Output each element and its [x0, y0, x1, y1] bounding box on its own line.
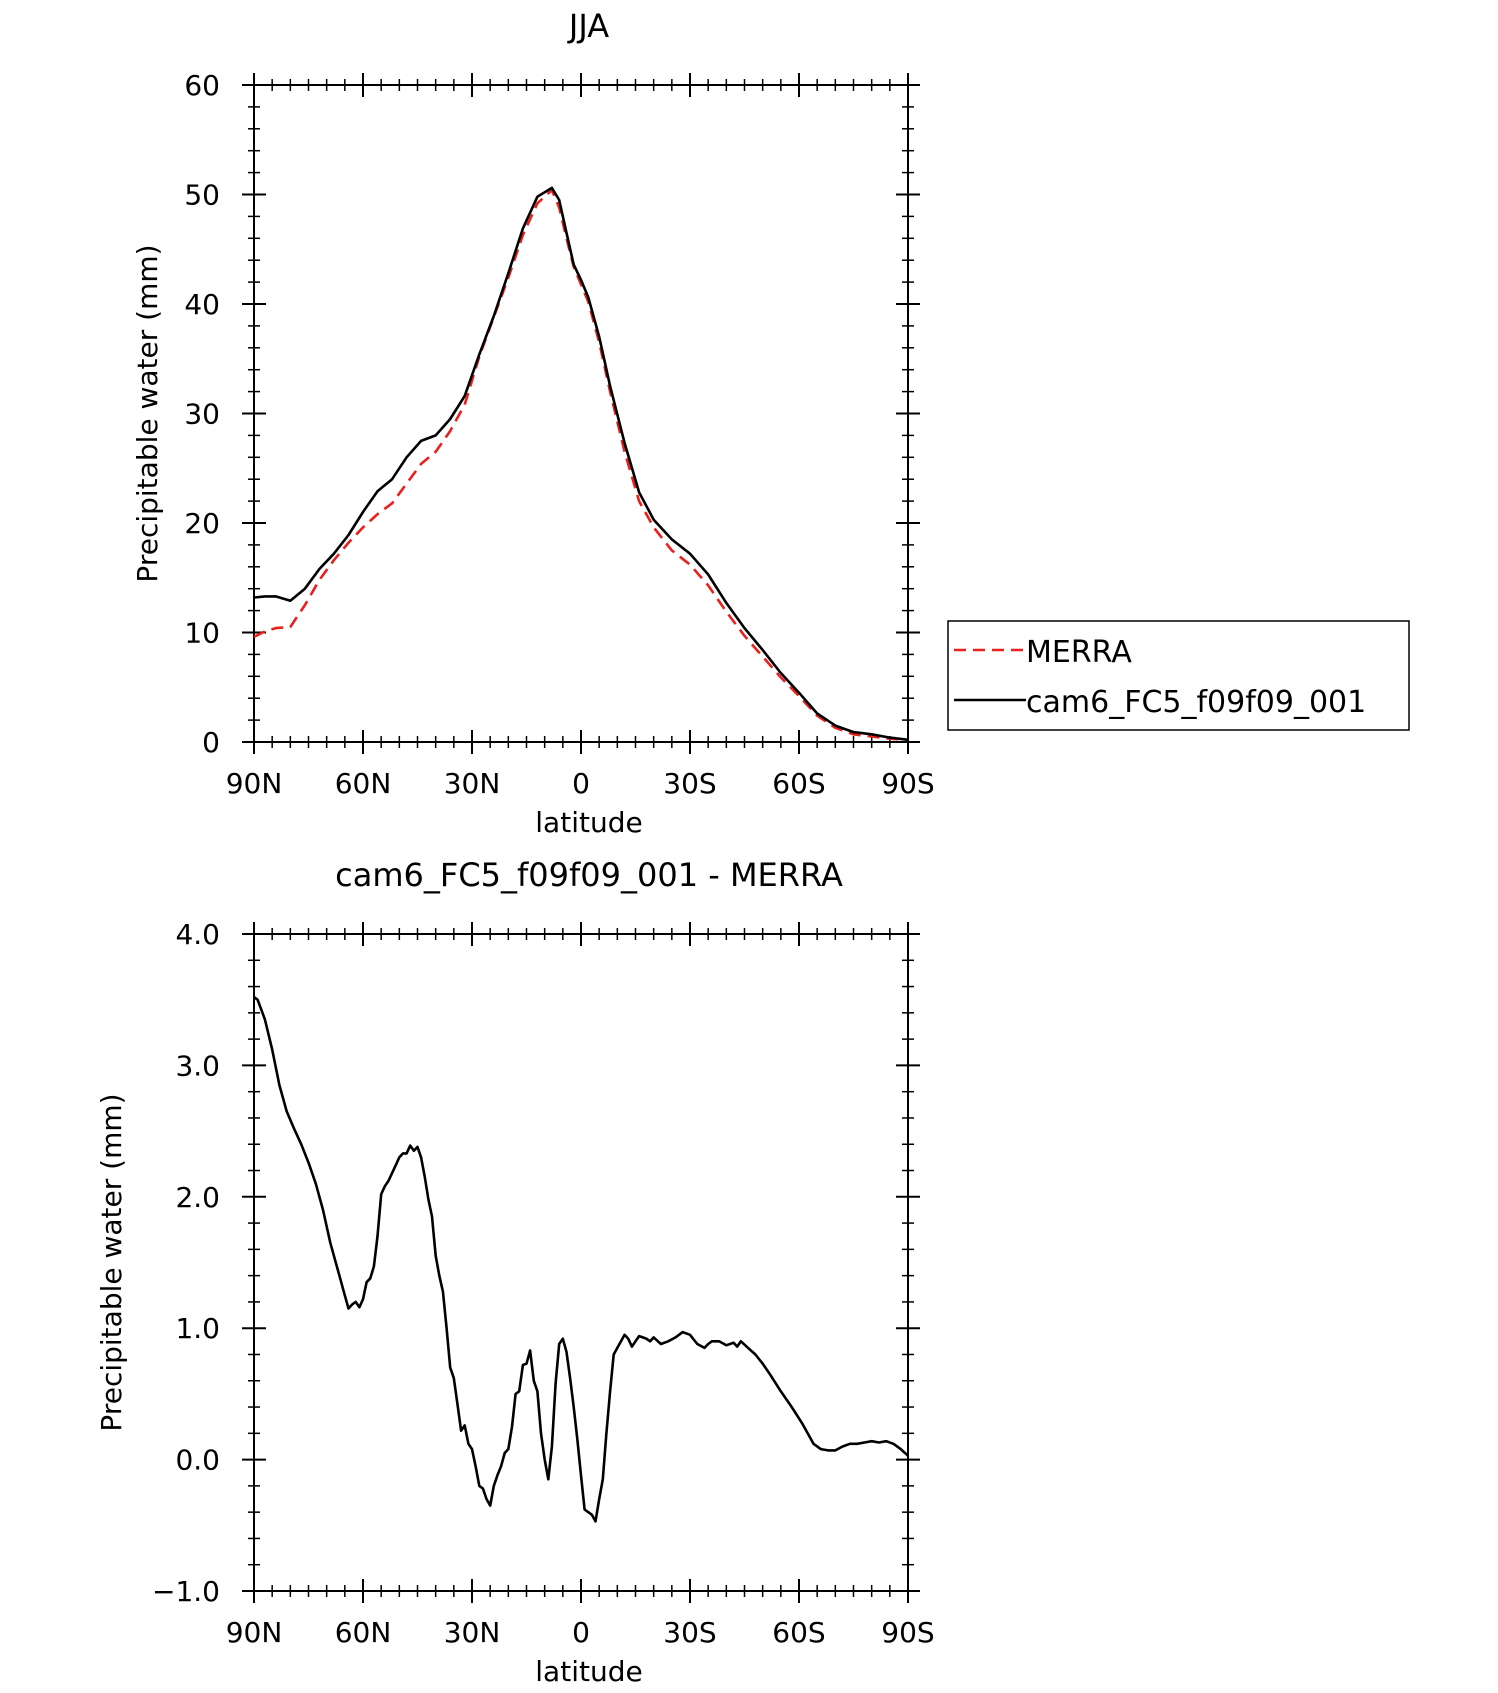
- y-axis-label: Precipitable water (mm): [95, 1093, 128, 1431]
- x-tick-label: 90S: [881, 767, 934, 800]
- y-tick-label: 50: [184, 179, 220, 212]
- legend-box: [947, 620, 1410, 731]
- y-tick-label: 2.0: [175, 1181, 220, 1214]
- x-axis-label: latitude: [535, 806, 642, 839]
- y-tick-label: 10: [184, 617, 220, 650]
- y-tick-label: 4.0: [175, 918, 220, 951]
- x-tick-label: 90N: [226, 767, 283, 800]
- series-line-cam6-fc5-f09f09-001: [253, 186, 909, 742]
- y-tick-label: 0.0: [175, 1444, 220, 1477]
- x-tick-label: 30N: [444, 1616, 501, 1649]
- legend-entry-label: MERRA: [1026, 635, 1132, 670]
- y-tick-label: 0: [202, 726, 220, 759]
- y-tick-label: −1.0: [152, 1575, 220, 1608]
- x-tick-label: 60N: [335, 1616, 392, 1649]
- x-tick-label: 0: [572, 767, 590, 800]
- plot-frame: [253, 84, 909, 743]
- plot-frame: [253, 933, 909, 1592]
- y-tick-label: 40: [184, 288, 220, 321]
- y-tick-label: 60: [184, 69, 220, 102]
- series-line-merra: [253, 188, 909, 742]
- legend-entry-label: cam6_FC5_f09f09_001: [1026, 685, 1366, 720]
- series-line-difference: [253, 996, 909, 1523]
- x-tick-label: 60S: [772, 767, 825, 800]
- y-tick-label: 30: [184, 398, 220, 431]
- x-tick-label: 30S: [663, 767, 716, 800]
- chart-precipitable-water-jja: 90N 60N 30N 0 30S 60S 90S 0 10 20 30 40 50 60 JJA latit…: [131, 7, 935, 839]
- y-tick-label: 20: [184, 507, 220, 540]
- x-tick-label: 90N: [226, 1616, 283, 1649]
- chart-title: cam6_FC5_f09f09_001 - MERRA: [335, 856, 843, 894]
- x-tick-label: 60N: [335, 767, 392, 800]
- x-tick-label: 60S: [772, 1616, 825, 1649]
- chart-title: JJA: [567, 7, 609, 45]
- x-tick-label: 90S: [881, 1616, 934, 1649]
- chart-precipitable-water-difference: 90N 60N 30N 0 30S 60S 90S −1.0 0.0 1.0 2.0 3.0 4.0 ca…: [95, 856, 935, 1688]
- x-tick-label: 0: [572, 1616, 590, 1649]
- y-tick-label: 3.0: [175, 1049, 220, 1082]
- legend: MERRA cam6_FC5_f09f09_001: [947, 620, 1410, 731]
- x-axis-label: latitude: [535, 1655, 642, 1688]
- x-tick-label: 30N: [444, 767, 501, 800]
- y-tick-label: 1.0: [175, 1312, 220, 1345]
- y-axis-label: Precipitable water (mm): [131, 244, 164, 582]
- x-tick-label: 30S: [663, 1616, 716, 1649]
